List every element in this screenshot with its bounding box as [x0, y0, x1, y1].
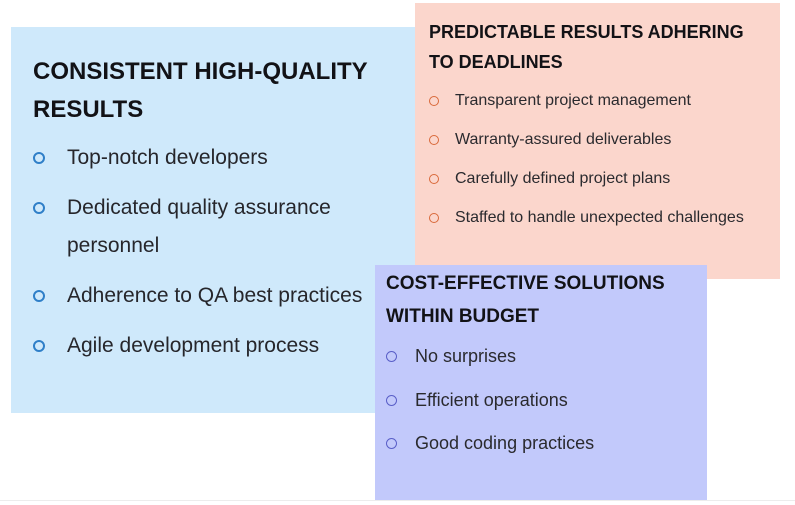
circle-bullet-icon [33, 290, 45, 302]
circle-bullet-icon [429, 174, 439, 184]
list-item: Staffed to handle unexpected challenges [429, 203, 766, 233]
cost-effective-title: COST-EFFECTIVE SOLUTIONS WITHIN BUDGET [386, 273, 665, 327]
quality-results-card: CONSISTENT HIGH-QUALITY RESULTS Top-notc… [11, 27, 415, 413]
list-item-text: Warranty-assured deliverables [455, 131, 672, 148]
list-item: Warranty-assured deliverables [429, 125, 766, 155]
circle-bullet-icon [429, 135, 439, 145]
circle-bullet-icon [33, 152, 45, 164]
list-item: Dedicated quality assurance personnel [33, 189, 393, 265]
predictable-results-list: Transparent project management Warranty-… [429, 86, 766, 233]
circle-bullet-icon [33, 202, 45, 214]
predictable-results-card: PREDICTABLE RESULTS ADHERING TO DEADLINE… [415, 3, 780, 279]
quality-results-list: Top-notch developers Dedicated quality a… [33, 139, 393, 365]
circle-bullet-icon [33, 340, 45, 352]
list-item: Adherence to QA best practices [33, 277, 393, 315]
list-item-text: Agile development process [67, 334, 320, 357]
circle-bullet-icon [386, 351, 397, 362]
list-item: Transparent project management [429, 86, 766, 116]
list-item-text: Good coding practices [415, 433, 595, 453]
list-item-text: Carefully defined project plans [455, 170, 671, 187]
circle-bullet-icon [429, 96, 439, 106]
list-item-text: Dedicated quality assurance personnel [67, 196, 331, 257]
list-item-text: Adherence to QA best practices [67, 284, 363, 307]
list-item: Good coding practices [386, 428, 696, 458]
list-item-text: Top-notch developers [67, 146, 268, 169]
list-item: No surprises [386, 341, 696, 371]
circle-bullet-icon [429, 213, 439, 223]
list-item: Efficient operations [386, 385, 696, 415]
list-item-text: Staffed to handle unexpected challenges [455, 209, 744, 226]
list-item: Agile development process [33, 327, 393, 365]
list-item-text: Transparent project management [455, 92, 691, 109]
bottom-divider [0, 500, 795, 501]
circle-bullet-icon [386, 438, 397, 449]
quality-results-title: CONSISTENT HIGH-QUALITY RESULTS [33, 58, 368, 123]
cost-effective-list: No surprises Efficient operations Good c… [386, 341, 696, 458]
list-item-text: Efficient operations [415, 389, 568, 410]
predictable-results-title: PREDICTABLE RESULTS ADHERING TO DEADLINE… [429, 22, 744, 72]
list-item-text: No surprises [415, 346, 517, 366]
list-item: Top-notch developers [33, 139, 393, 177]
cost-effective-card: COST-EFFECTIVE SOLUTIONS WITHIN BUDGET N… [375, 265, 707, 500]
list-item: Carefully defined project plans [429, 164, 766, 194]
circle-bullet-icon [386, 394, 397, 406]
